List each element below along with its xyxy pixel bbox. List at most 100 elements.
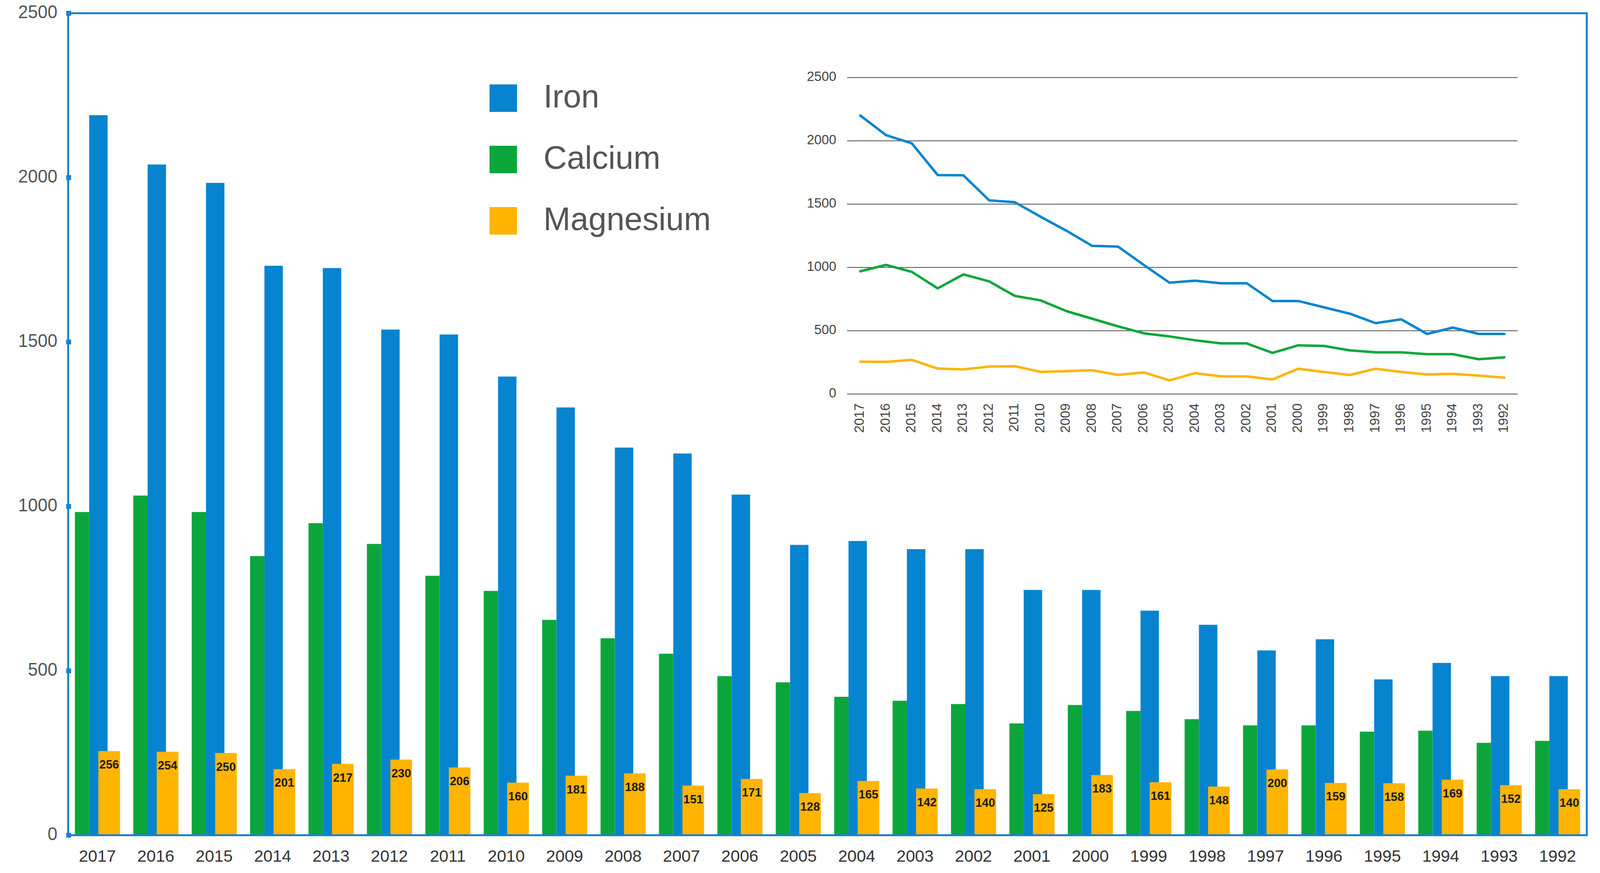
data-label: 125 [1033,800,1054,814]
data-label: 201 [274,775,295,789]
x-tick-label: 2017 [78,846,117,865]
bar [775,681,791,835]
bar [799,792,821,835]
x-tick-label: 2009 [545,846,584,865]
bar [974,788,997,835]
x-tick-label: 1994 [1444,403,1460,433]
x-tick-label: 2007 [1109,403,1125,433]
x-tick-label: 2013 [312,846,350,865]
tick-mark [66,10,72,16]
x-tick-label: 1995 [1363,846,1401,865]
data-labels: 2562542502012172302061601811881511711281… [99,757,1580,814]
x-tick-label: 1998 [1341,403,1357,433]
data-label: 169 [1442,786,1463,800]
bar [600,638,615,835]
bar [1184,718,1199,835]
bar [1009,722,1024,835]
tick-mark [66,832,72,838]
data-label: 151 [683,792,703,806]
bar [1499,784,1522,835]
x-tick-label: 1998 [1188,846,1226,865]
bar [497,376,517,835]
bar [1067,704,1083,835]
x-tick-label: 1996 [1305,846,1343,865]
x-tick-label: 1999 [1130,846,1168,865]
bar [75,511,90,835]
line [860,264,1505,360]
x-tick-label: 2017 [851,403,867,433]
y-tick-label: 1000 [18,494,58,516]
x-tick-label: 2010 [1032,403,1048,433]
x-tick-label: 2012 [370,846,409,865]
line [860,115,1505,334]
x-tick-label: 1995 [1419,403,1434,433]
bar [1383,782,1405,835]
tick-mark [66,503,72,509]
data-label: 140 [975,795,996,809]
bar [381,329,400,835]
legend-swatch [489,206,517,235]
bar [658,653,673,835]
data-label: 171 [741,785,762,799]
y-tick-label: 1500 [806,195,837,211]
data-label: 200 [1267,775,1288,790]
bar [1032,793,1055,835]
bar [1418,730,1433,835]
bar [273,768,296,835]
x-tick-label: 1999 [1315,403,1331,433]
bar [322,267,342,835]
bar [483,590,498,835]
bar [740,778,763,835]
x-tick-label: 2015 [195,846,233,865]
x-tick-label: 2013 [954,403,970,433]
x-tick-label: 2002 [1238,403,1254,433]
bar [1149,781,1172,835]
x-tick-label: 2010 [487,846,525,865]
bar [541,619,557,835]
data-label: 140 [1559,795,1579,809]
bar [556,407,575,835]
data-label: 161 [1150,788,1171,802]
x-tick-label: 2004 [838,846,876,865]
bar [332,763,354,835]
y-tick-label: 2000 [806,132,837,148]
grid-line [847,393,1518,395]
x-tick-label: 2003 [896,846,934,865]
bar [790,544,809,835]
data-label: 217 [333,770,353,784]
legend-swatch [489,84,517,112]
legend-swatch [489,145,517,174]
x-tick-label: 2005 [779,846,818,865]
x-tick-label: 2001 [1264,403,1279,433]
x-tick-label: 2003 [1212,403,1228,433]
bar [1535,740,1550,835]
x-tick-label: 2004 [1187,403,1202,433]
x-tick-label: 1996 [1393,403,1408,433]
lines [860,115,1505,381]
bar [565,775,588,835]
bar [250,555,265,835]
x-tick-label: 2000 [1071,846,1110,865]
bar [1359,731,1374,835]
x-tick-label: 2009 [1058,403,1073,433]
data-label: 254 [157,758,179,772]
bar [507,782,529,835]
bar [98,750,121,835]
y-tick-label: 500 [27,659,58,680]
x-tick-label: 1997 [1246,846,1285,865]
data-label: 165 [858,787,879,801]
x-tick-label: 2016 [137,846,175,865]
y-tick-label: 1500 [18,330,58,351]
bar [206,182,225,835]
bar [191,511,207,835]
grid-line [847,77,1518,78]
bar [1126,710,1141,835]
tick-mark [66,668,72,673]
x-tick-label: 1994 [1421,846,1460,865]
bar [1441,779,1464,835]
plot-frame [68,13,1587,835]
x-tick-label: 2014 [254,846,292,865]
x-tick-label: 2016 [877,403,893,433]
bar [623,773,646,835]
chart-root: 2562542502012172302061601811881511711281… [0,0,1600,873]
